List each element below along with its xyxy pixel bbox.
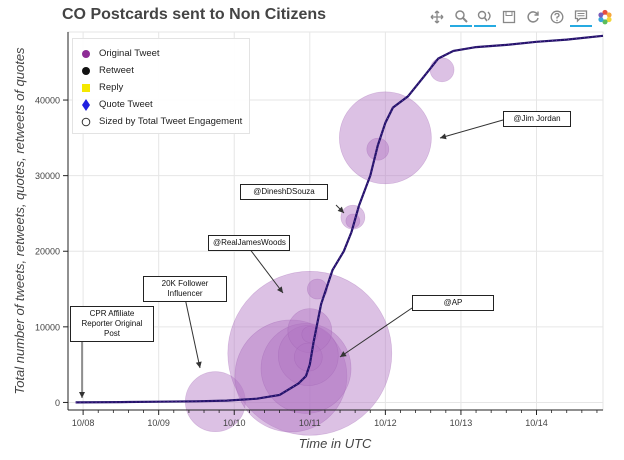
hover-icon[interactable]: [570, 7, 592, 27]
annotation-dinesh: @DineshDSouza: [240, 184, 328, 200]
y-tick-label: 10000: [35, 322, 60, 332]
engagement-bubble: [339, 91, 432, 185]
annotation-jimjordan: @Jim Jordan: [503, 111, 571, 127]
cumulative-curve: [75, 34, 604, 404]
engagement-bubble: [429, 57, 455, 83]
annotation-arrow: [339, 307, 413, 358]
engagement-bubble: [260, 323, 352, 414]
x-tick-label: 10/08: [72, 418, 95, 428]
legend-engagement[interactable]: Sized by Total Tweet Engagement: [79, 113, 243, 130]
legend-label: Retweet: [99, 65, 134, 76]
y-tick-label: 30000: [35, 171, 60, 181]
save-icon[interactable]: [498, 7, 520, 27]
engagement-bubble: [307, 278, 328, 300]
axes: 0 10000 20000 30000 40000 10/08 10/09 10/10 10/1…: [35, 32, 603, 428]
annotation-arrow: [184, 297, 201, 369]
annotation-arrowhead: [340, 351, 347, 357]
legend-label: Original Tweet: [99, 48, 160, 59]
y-axis-label: Total number of tweets, retweets, quotes…: [12, 47, 27, 395]
legend-retweet[interactable]: Retweet: [79, 62, 243, 79]
annotation-jameswoods: @RealJamesWoods: [208, 235, 290, 251]
pan-icon[interactable]: [426, 7, 448, 27]
legend: Original Tweet Retweet Reply Quote Tweet…: [72, 38, 250, 134]
x-tick-label: 10/11: [299, 418, 321, 428]
annotation-arrowhead: [195, 361, 202, 368]
reset-icon[interactable]: [522, 7, 544, 27]
engagement-bubble: [277, 325, 339, 386]
x-tick-label: 10/14: [525, 418, 548, 428]
annotation-arrowhead: [79, 392, 85, 398]
legend-reply[interactable]: Reply: [79, 79, 243, 96]
x-tick-label: 10/10: [223, 418, 246, 428]
annotation-cpr: CPR Affiliate Reporter Original Post: [70, 306, 154, 342]
engagement-marker-icon: [79, 115, 93, 129]
annotation-arrow: [439, 119, 504, 139]
engagement-bubbles: [185, 57, 455, 436]
retweet-marker-icon: [79, 64, 93, 78]
x-tick-label: 10/12: [374, 418, 397, 428]
help-icon[interactable]: [546, 7, 568, 27]
bokeh-logo-icon: [594, 7, 616, 27]
original-tweet-marker-icon: [79, 47, 93, 61]
legend-label: Quote Tweet: [99, 99, 153, 110]
annotation-arrowhead: [337, 206, 344, 213]
y-tick-label: 0: [55, 398, 60, 408]
legend-label: Sized by Total Tweet Engagement: [99, 116, 243, 127]
annotation-arrows: [79, 119, 504, 398]
quote-tweet-marker-icon: [79, 98, 93, 112]
annotation-ap: @AP: [412, 295, 494, 311]
annotation-arrow: [248, 247, 284, 294]
annotation-arrowhead: [440, 133, 447, 140]
engagement-bubble: [234, 319, 348, 433]
y-tick-label: 40000: [35, 96, 60, 106]
wheel-zoom-icon[interactable]: [474, 7, 496, 27]
y-tick-label: 20000: [35, 247, 60, 257]
chart-toolbar: [426, 6, 616, 28]
legend-quote-tweet[interactable]: Quote Tweet: [79, 96, 243, 113]
legend-label: Reply: [99, 82, 124, 93]
box-zoom-icon[interactable]: [450, 7, 472, 27]
annotation-influencer: 20K Follower Influencer: [143, 276, 227, 302]
annotation-arrowhead: [276, 286, 283, 293]
engagement-bubble: [227, 270, 393, 436]
x-tick-label: 10/13: [450, 418, 473, 428]
cumulative-line-highlight: [75, 35, 604, 403]
legend-original-tweet[interactable]: Original Tweet: [79, 45, 243, 62]
engagement-bubble: [287, 308, 333, 353]
chart-title: CO Postcards sent to Non Citizens: [62, 6, 327, 23]
reply-marker-icon: [79, 81, 93, 95]
x-tick-label: 10/09: [147, 418, 170, 428]
x-axis-label: Time in UTC: [299, 436, 372, 451]
